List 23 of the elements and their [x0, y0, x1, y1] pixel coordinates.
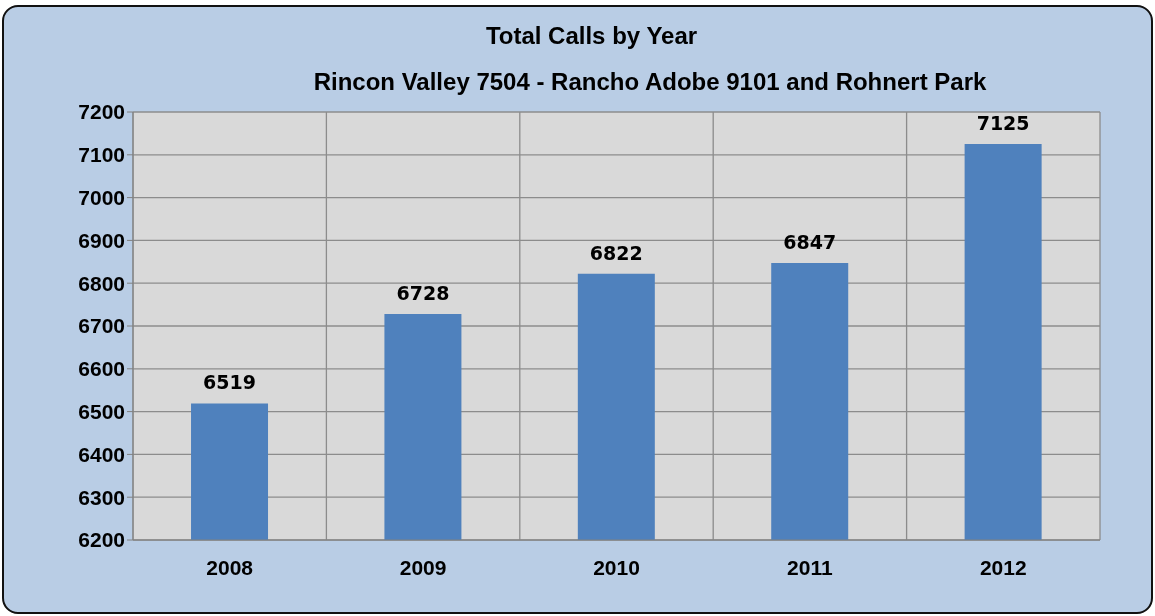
chart-subtitle: Rincon Valley 7504 - Rancho Adobe 9101 and Rohnert Park [313, 68, 987, 95]
data-label: 6728 [396, 282, 450, 305]
y-tick-label: 6300 [78, 485, 125, 509]
data-label: 6822 [589, 241, 643, 264]
y-tick-label: 6500 [78, 400, 125, 424]
y-tick-label: 6200 [78, 528, 125, 552]
y-tick-label: 7200 [78, 100, 125, 124]
y-tick-label: 6900 [78, 228, 125, 252]
y-tick-label: 6700 [78, 314, 125, 338]
x-tick-label: 2010 [593, 555, 640, 579]
data-label: 7125 [976, 112, 1030, 135]
x-tick-label: 2012 [979, 555, 1027, 579]
x-tick-label: 2008 [206, 555, 254, 579]
data-label: 6847 [783, 231, 837, 254]
data-label: 6519 [203, 371, 256, 394]
y-tick-label: 6400 [78, 442, 125, 466]
y-tick-label: 7000 [78, 186, 125, 210]
y-tick-label: 6600 [78, 357, 125, 381]
chart-title: Total Calls by Year [485, 22, 698, 49]
x-tick-label: 2011 [787, 555, 833, 579]
y-tick-label: 6800 [78, 271, 125, 295]
y-tick-label: 7100 [78, 143, 125, 167]
x-tick-label: 2009 [399, 555, 447, 579]
